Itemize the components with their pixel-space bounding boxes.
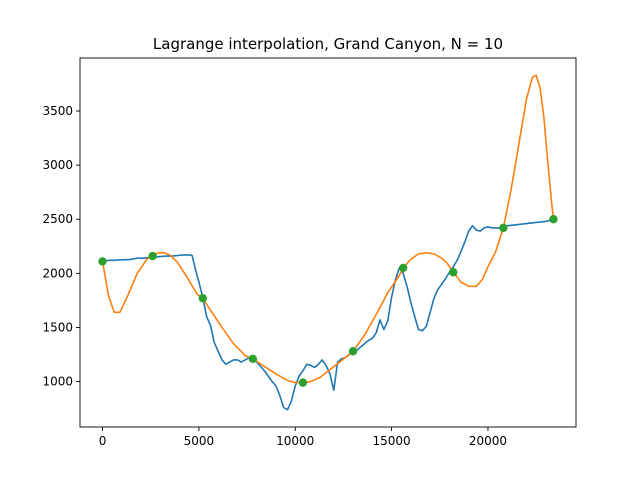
interpolation-node <box>398 263 408 273</box>
y-tick-label: 1500 <box>42 320 73 334</box>
axes: 0 5000 10000 15000 20000 1000 1500 2000 2500 3000… <box>42 57 577 448</box>
interpolation-node <box>499 223 508 233</box>
y-tick-label: 3500 <box>42 104 73 118</box>
interpolation-node <box>449 268 458 277</box>
y-tick-label: 3000 <box>42 158 73 172</box>
y-tick-label: 2500 <box>42 212 73 226</box>
interpolation-node <box>348 347 358 356</box>
x-tick-label: 0 <box>99 434 107 448</box>
axes-frame <box>79 57 577 428</box>
plot-area <box>98 74 558 411</box>
x-tick-label: 20000 <box>469 434 507 448</box>
interpolation-node <box>98 257 107 266</box>
lagrange-interpolant-line <box>101 74 555 384</box>
chart-title: Lagrange interpolation, Grand Canyon, N … <box>153 35 503 53</box>
y-tick-label: 2000 <box>42 266 73 280</box>
y-tick-label: 1000 <box>42 375 73 389</box>
interpolation-node <box>198 294 207 303</box>
elevation-profile-line <box>102 218 554 411</box>
interpolation-node <box>298 378 308 387</box>
interpolation-node <box>148 251 157 261</box>
x-tick-label: 5000 <box>184 434 215 448</box>
x-tick-label: 10000 <box>276 434 314 448</box>
x-tick-label: 15000 <box>372 434 410 448</box>
interpolation-node <box>248 354 258 364</box>
interpolation-node <box>549 215 558 224</box>
